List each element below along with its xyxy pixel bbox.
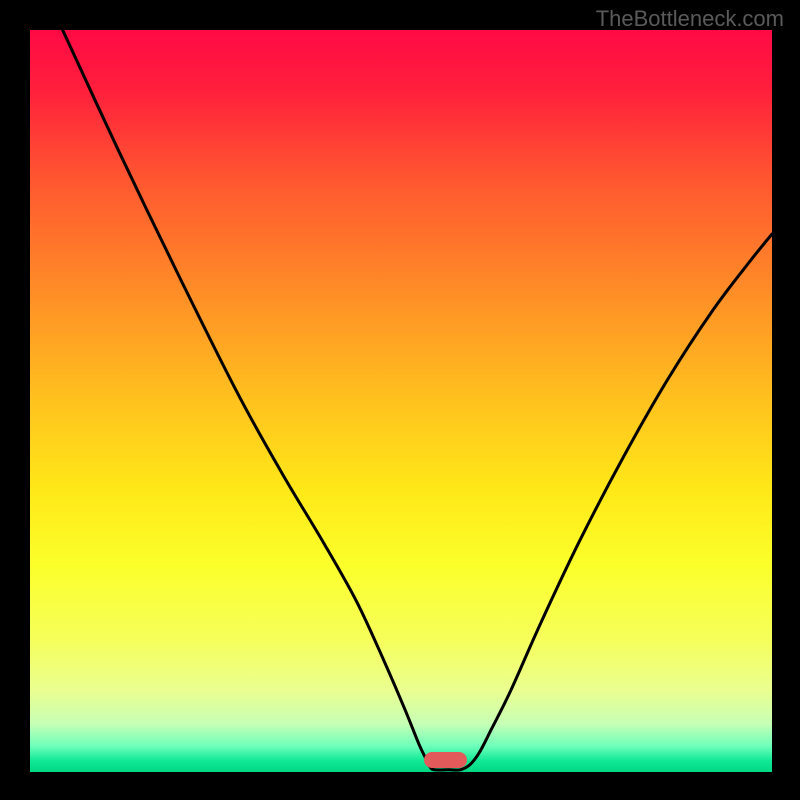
plot-area <box>30 30 772 772</box>
optimum-marker <box>424 752 467 768</box>
bottleneck-curve <box>30 30 772 772</box>
watermark-text: TheBottleneck.com <box>596 6 784 32</box>
